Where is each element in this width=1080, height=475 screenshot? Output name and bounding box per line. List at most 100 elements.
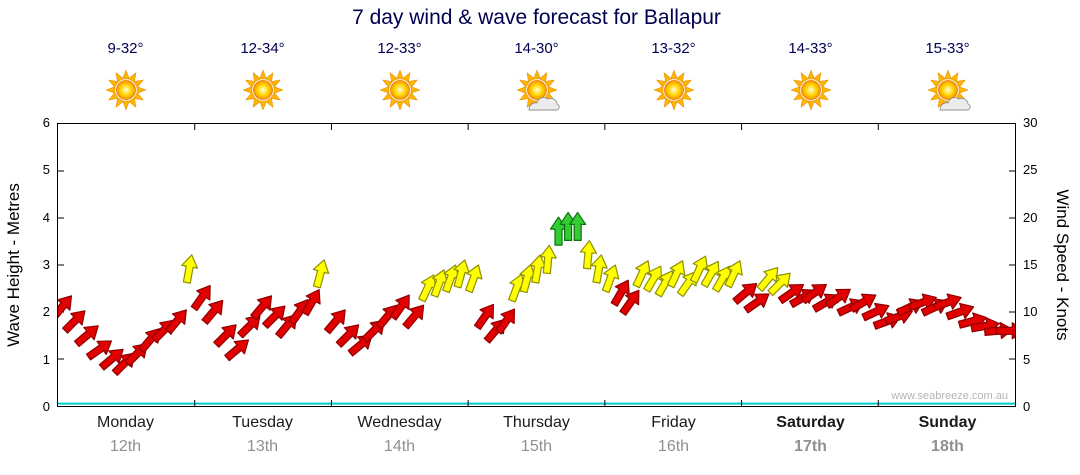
day-icon-slot bbox=[194, 65, 331, 115]
day-head-thursday: 14-30° bbox=[468, 40, 605, 115]
day-weather-icon bbox=[515, 69, 560, 111]
day-head-friday: 13-32° bbox=[605, 40, 742, 115]
wind-arrow bbox=[689, 255, 709, 284]
day-icon-slot bbox=[742, 65, 879, 115]
wave-height-tick-label: 1 bbox=[42, 351, 50, 367]
wind-arrow bbox=[861, 302, 890, 322]
wind-arrow bbox=[98, 348, 124, 371]
wind-arrow bbox=[335, 324, 360, 348]
wind-arrow bbox=[323, 309, 346, 335]
day-head-tuesday: 12-34° bbox=[194, 40, 331, 115]
wind-arrow bbox=[73, 325, 99, 348]
day-label-wednesday: Wednesday 14th bbox=[331, 414, 468, 456]
wind-speed-tick-label: 30 bbox=[1023, 115, 1038, 130]
day-name: Wednesday bbox=[357, 414, 442, 431]
day-label-thursday: Thursday 15th bbox=[468, 414, 605, 456]
day-name: Friday bbox=[651, 414, 696, 431]
day-head-saturday: 14-33° bbox=[742, 40, 879, 115]
wind-arrow bbox=[465, 264, 483, 294]
wind-arrow bbox=[756, 267, 779, 292]
wind-arrow bbox=[619, 289, 640, 316]
wave-height-tick-label: 6 bbox=[42, 115, 50, 130]
wind-arrow bbox=[237, 314, 261, 339]
wind-arrow bbox=[601, 264, 620, 294]
wind-arrow bbox=[312, 259, 330, 289]
day-label-monday: Monday 12th bbox=[57, 414, 194, 456]
day-temp: 14-30° bbox=[514, 40, 559, 57]
sun-icon bbox=[652, 69, 695, 111]
wind-arrow-layer bbox=[58, 124, 1015, 406]
wave-height-tick-label: 5 bbox=[42, 162, 50, 178]
wind-arrow bbox=[945, 302, 975, 321]
wave-height-tick-label: 0 bbox=[42, 399, 50, 414]
day-date: 17th bbox=[794, 438, 827, 455]
day-head-sunday: 15-33° bbox=[879, 40, 1016, 115]
wind-arrow bbox=[666, 260, 686, 289]
day-name: Tuesday bbox=[232, 414, 293, 431]
wind-arrow bbox=[579, 240, 598, 270]
cloud-icon bbox=[939, 97, 971, 111]
day-head-monday: 9-32° bbox=[57, 40, 194, 115]
wind-arrow bbox=[181, 254, 199, 284]
day-weather-icon bbox=[378, 69, 421, 111]
wind-arrow bbox=[165, 309, 187, 335]
wind-arrow bbox=[213, 324, 237, 348]
day-name: Thursday bbox=[503, 414, 570, 431]
wind-arrow bbox=[62, 310, 86, 334]
wind-arrow bbox=[724, 260, 743, 289]
wind-speed-tick-label: 15 bbox=[1023, 257, 1038, 272]
day-temp: 12-33° bbox=[377, 40, 422, 57]
sun-icon bbox=[104, 69, 147, 111]
day-date: 15th bbox=[520, 438, 553, 455]
day-name: Monday bbox=[97, 414, 154, 431]
wave-height-tick-label: 4 bbox=[42, 209, 50, 225]
day-name: Sunday bbox=[918, 414, 977, 431]
cloud-icon bbox=[528, 97, 560, 111]
day-weather-icon bbox=[926, 69, 971, 111]
wave-height-tick-label: 3 bbox=[42, 257, 50, 272]
wind-arrow bbox=[201, 299, 224, 325]
day-icon-slot bbox=[468, 65, 605, 115]
day-name: Saturday bbox=[776, 414, 845, 431]
day-label-tuesday: Tuesday 13th bbox=[194, 414, 331, 456]
day-temp: 15-33° bbox=[925, 40, 970, 57]
wind-arrow bbox=[389, 294, 410, 321]
wind-speed-tick-label: 10 bbox=[1023, 304, 1038, 320]
day-date: 16th bbox=[657, 438, 690, 455]
wind-arrow bbox=[224, 339, 250, 362]
wind-arrow bbox=[824, 288, 851, 309]
day-weather-icon bbox=[652, 69, 695, 111]
sun-icon bbox=[789, 69, 832, 111]
wind-arrow bbox=[190, 285, 211, 312]
wind-speed-tick-label: 20 bbox=[1023, 209, 1038, 225]
wind-arrow bbox=[569, 211, 587, 242]
day-weather-icon bbox=[104, 69, 147, 111]
x-axis-day-labels: Monday 12th Tuesday 13th Wednesday 14th … bbox=[57, 414, 1016, 456]
day-label-friday: Friday 16th bbox=[605, 414, 742, 456]
wind-arrow bbox=[800, 283, 827, 305]
day-temp: 13-32° bbox=[651, 40, 696, 57]
wind-arrow bbox=[933, 293, 962, 311]
wind-arrow bbox=[250, 295, 273, 321]
day-icon-slot bbox=[879, 65, 1016, 115]
sun-icon bbox=[241, 69, 284, 111]
wind-arrow bbox=[732, 282, 758, 305]
day-date: 14th bbox=[383, 438, 416, 455]
day-icon-slot bbox=[605, 65, 742, 115]
wind-arrow bbox=[473, 303, 495, 330]
day-label-saturday: Saturday 17th bbox=[742, 414, 879, 456]
watermark: www.seabreeze.com.au bbox=[891, 390, 1008, 402]
day-weather-icon bbox=[241, 69, 284, 111]
wind-arrow bbox=[767, 272, 791, 297]
wind-arrow bbox=[632, 260, 651, 289]
day-header-row: 9-32° 12-34° bbox=[57, 40, 1016, 115]
wind-arrow bbox=[700, 260, 720, 289]
wind-arrow bbox=[494, 308, 516, 335]
chart-title: 7 day wind & wave forecast for Ballapur bbox=[352, 6, 721, 29]
sun-icon bbox=[378, 69, 421, 111]
day-date: 13th bbox=[246, 438, 279, 455]
wind-speed-tick-label: 5 bbox=[1023, 351, 1031, 367]
wave-height-tick-label: 2 bbox=[42, 304, 50, 320]
day-temp: 12-34° bbox=[240, 40, 285, 57]
